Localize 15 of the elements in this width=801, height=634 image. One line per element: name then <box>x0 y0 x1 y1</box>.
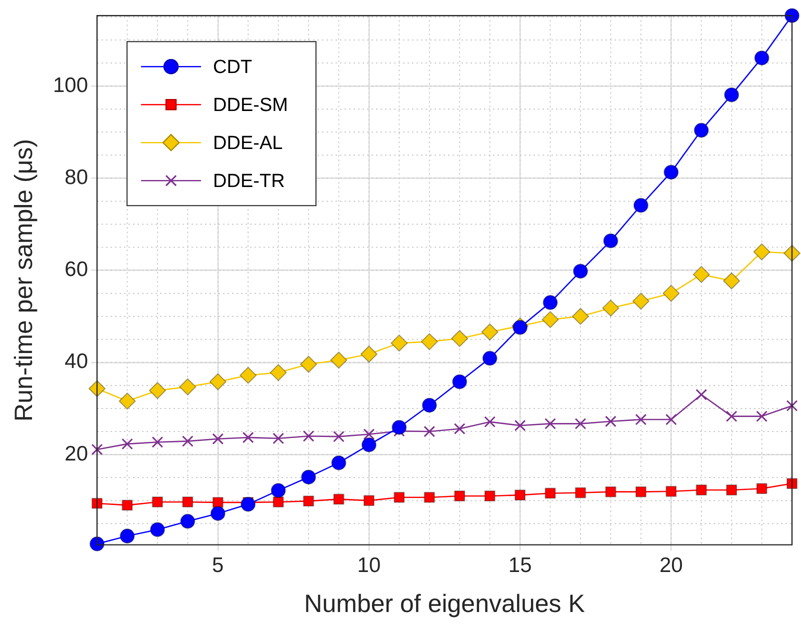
y-tick-label: 100 <box>52 74 88 97</box>
x-tick-label: 10 <box>357 554 381 578</box>
legend-label: DDE-SM <box>213 94 288 116</box>
y-tick-label: 40 <box>64 350 88 374</box>
legend-label: DDE-TR <box>213 170 285 192</box>
x-tick-label: 5 <box>212 554 224 578</box>
y-axis-title: Run-time per sample (μs) <box>10 138 38 422</box>
x-axis-title: Number of eigenvalues K <box>304 590 586 618</box>
y-tick-label: 20 <box>64 442 88 466</box>
legend-label: CDT <box>213 56 252 78</box>
x-tick-label: 15 <box>508 554 532 578</box>
y-tick-label: 60 <box>64 258 88 282</box>
x-tick-label: 20 <box>659 554 683 578</box>
legend-label: DDE-AL <box>213 132 283 154</box>
y-tick-label: 80 <box>64 166 88 189</box>
